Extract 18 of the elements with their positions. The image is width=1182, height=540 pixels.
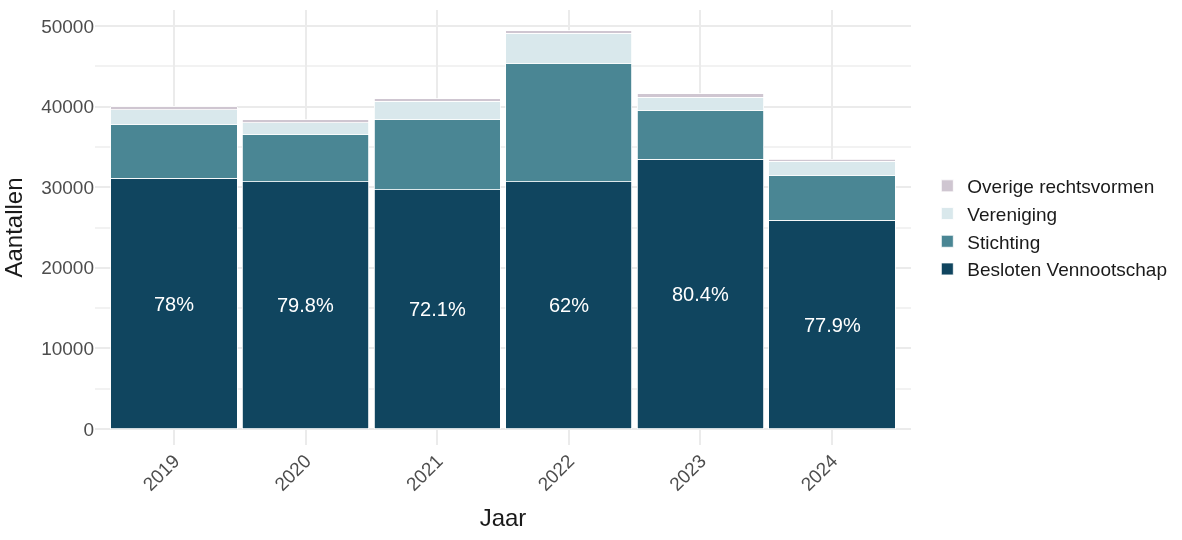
y-tick-label: 20000 (41, 257, 94, 279)
legend-label: Overige rechtsvormen (967, 176, 1155, 198)
legend-label: Stichting (967, 231, 1041, 253)
annotation: 72.1% (409, 298, 466, 320)
annotation: 78% (154, 293, 195, 315)
y-tick-label: 10000 (41, 337, 94, 359)
y-tick-label: 30000 (41, 176, 94, 198)
annotation: 80.4% (672, 283, 729, 305)
x-axis-title: Jaar (479, 504, 527, 532)
y-tick-label: 40000 (41, 96, 94, 118)
legend-label: Vereniging (967, 203, 1058, 225)
y-tick-label: 0 (83, 418, 94, 440)
annotation: 62% (549, 294, 590, 316)
legend-label: Besloten Vennootschap (967, 259, 1167, 281)
y-tick-label: 50000 (41, 15, 94, 37)
annotation: 79.8% (277, 294, 334, 316)
annotation: 77.9% (804, 314, 861, 336)
y-axis-title: Aantallen (0, 177, 27, 278)
